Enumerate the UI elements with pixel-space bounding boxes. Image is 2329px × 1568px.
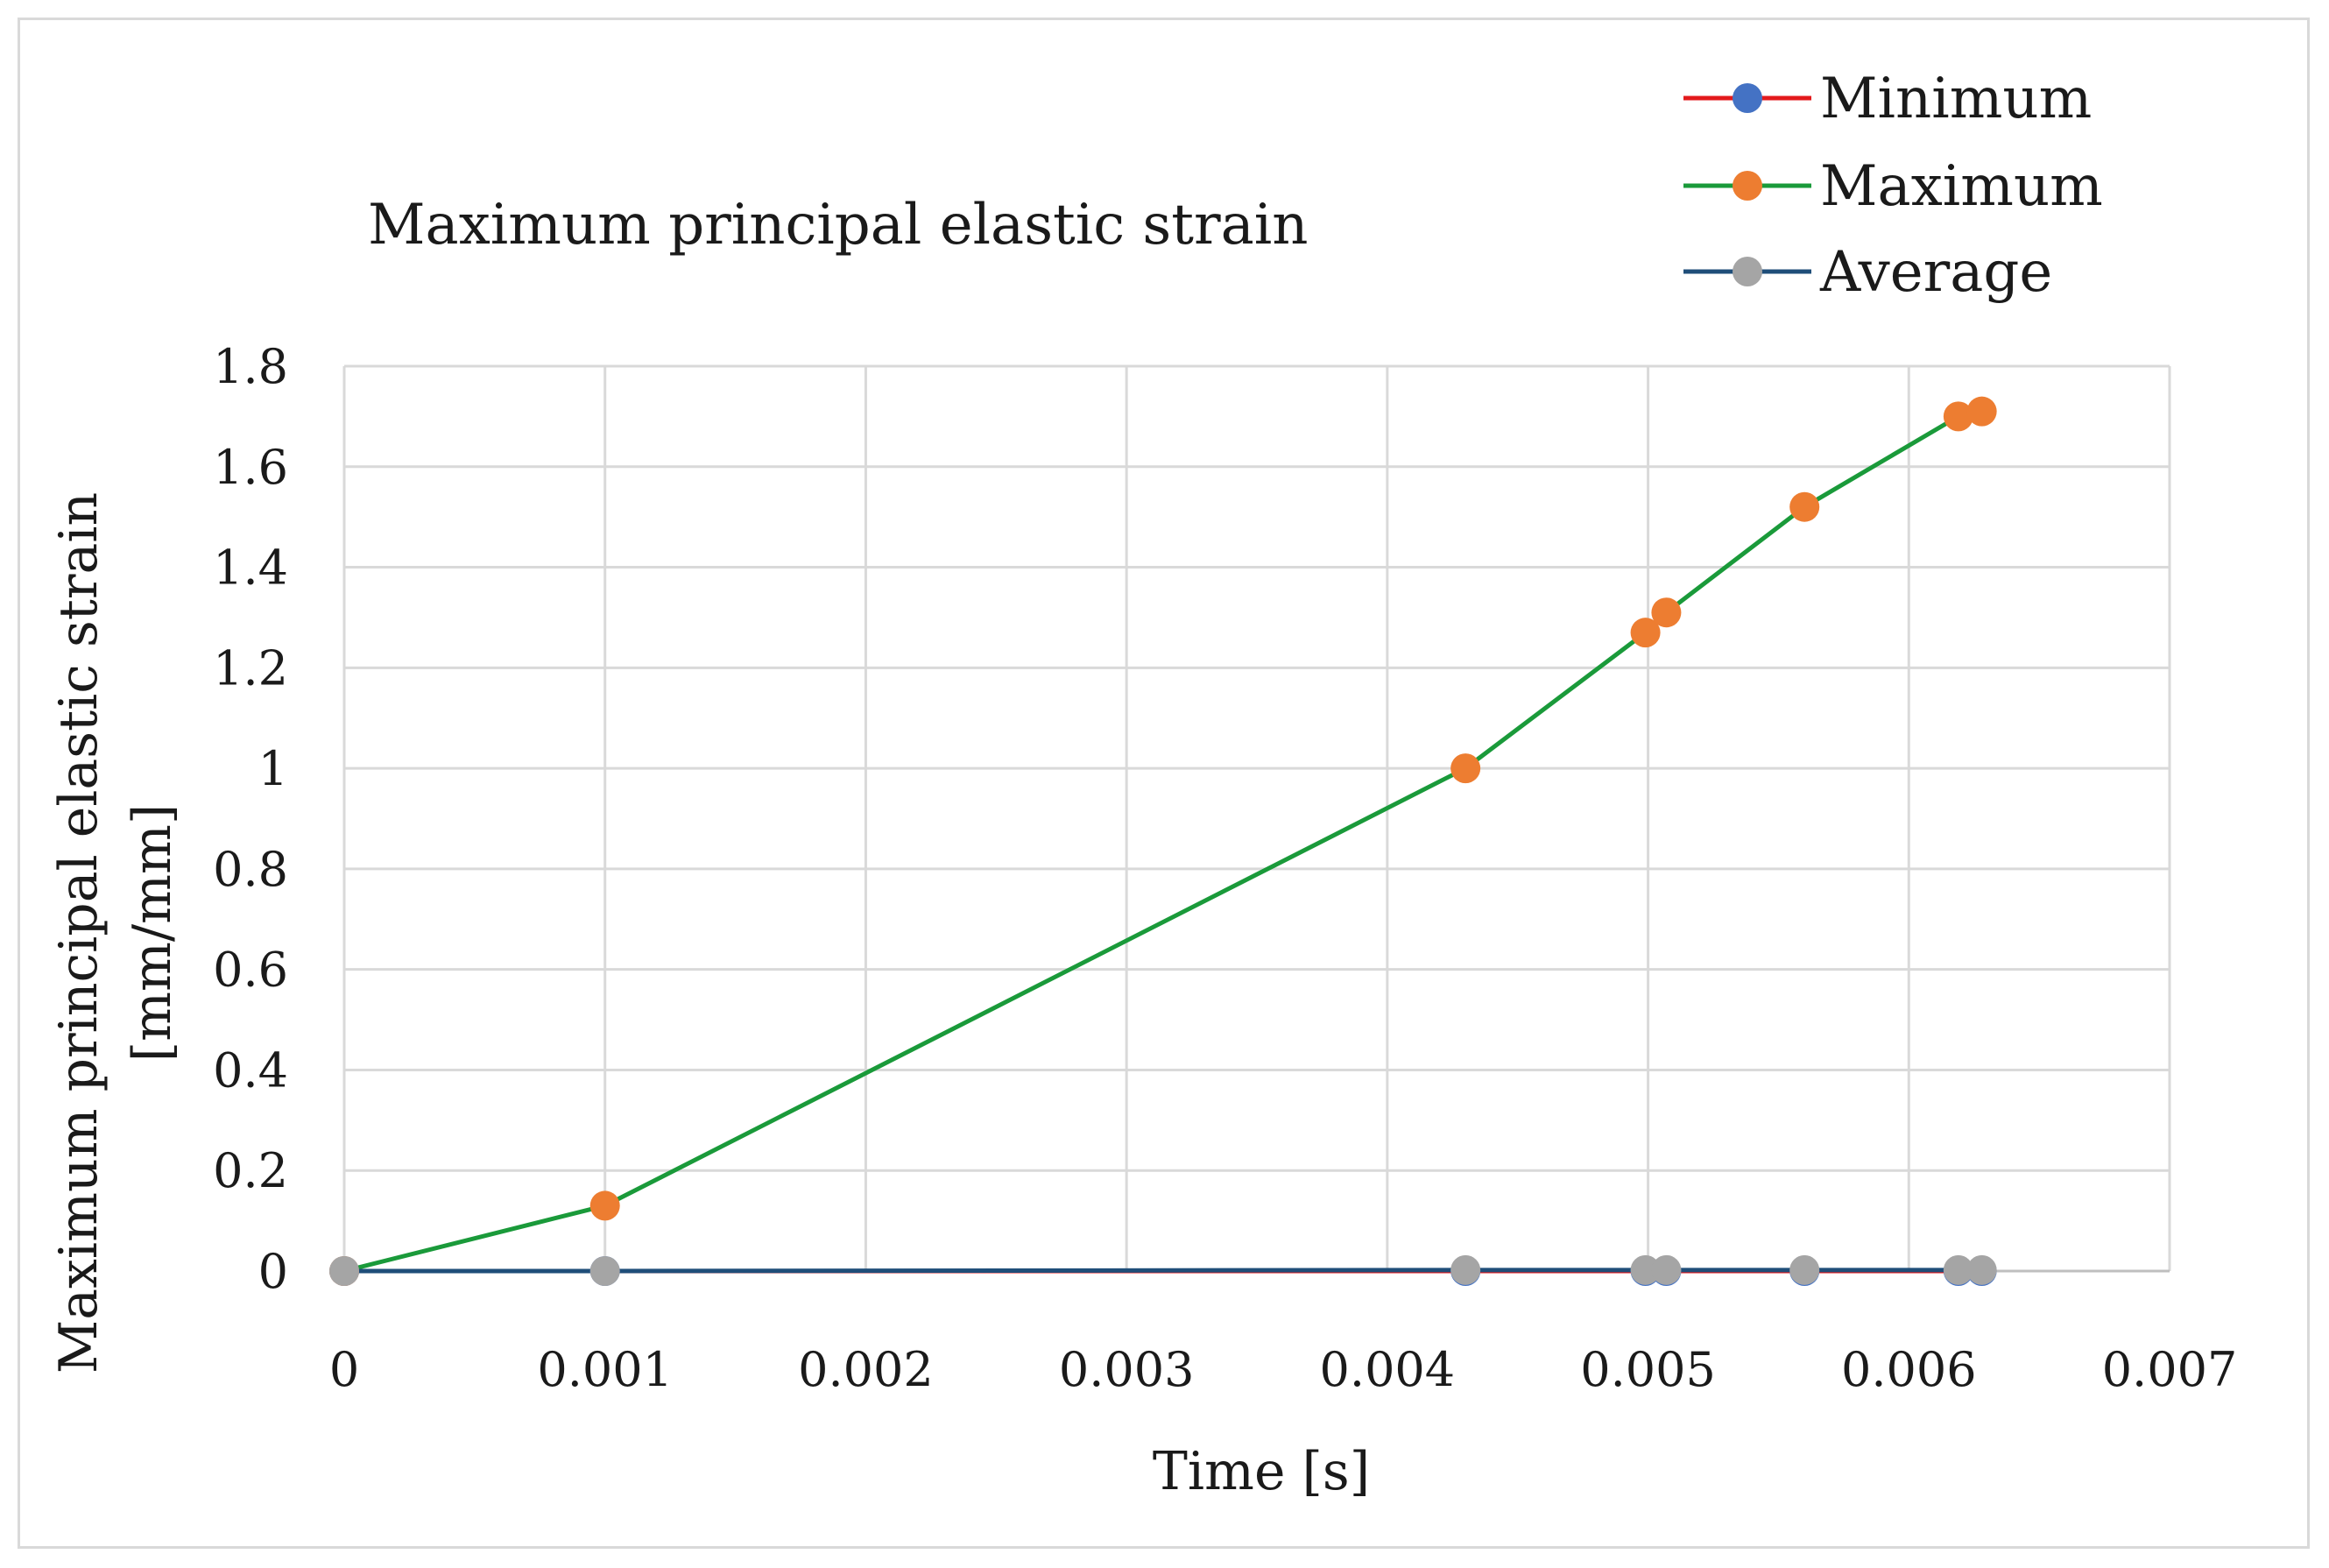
legend-label-minimum: Minimum bbox=[1820, 67, 2092, 131]
y-tick-label: 1 bbox=[258, 741, 288, 796]
y-tick-label: 0.2 bbox=[213, 1143, 288, 1198]
y-axis-title: Maximum principal elastic strain [mm/mm] bbox=[48, 492, 183, 1374]
x-tick-label: 0.006 bbox=[1841, 1342, 1977, 1397]
x-axis-title: Time [s] bbox=[1153, 1441, 1370, 1502]
legend-entry-average: Average bbox=[1683, 240, 2052, 305]
data-point-maximum bbox=[1943, 401, 1973, 432]
data-point-maximum bbox=[1789, 491, 1820, 522]
chart-frame bbox=[18, 18, 2310, 1549]
data-point-average bbox=[329, 1256, 359, 1286]
x-tick-label: 0.007 bbox=[2102, 1342, 2238, 1397]
data-point-average bbox=[1630, 1254, 1661, 1285]
data-point-maximum bbox=[589, 1190, 620, 1221]
data-point-maximum bbox=[1651, 597, 1682, 628]
y-tick-label: 1.6 bbox=[213, 440, 288, 495]
y-axis-title-line-1: Maximum principal elastic strain bbox=[48, 492, 109, 1374]
x-tick-label: 0.002 bbox=[798, 1342, 934, 1397]
x-tick-label: 0.001 bbox=[537, 1342, 673, 1397]
data-point-average bbox=[589, 1256, 620, 1286]
x-tick-label: 0.005 bbox=[1580, 1342, 1716, 1397]
data-point-average bbox=[1450, 1254, 1481, 1285]
series-line-maximum bbox=[343, 409, 1983, 1274]
data-point-average bbox=[1789, 1254, 1820, 1285]
y-tick-label: 1.8 bbox=[213, 339, 288, 394]
tick-labels: 0 0.2 0.4 0.6 0.8 1 1.2 1.4 1.6 1.8 0 0.001 0.002 0.0… bbox=[213, 339, 2237, 1397]
legend: Minimum Maximum Average bbox=[1683, 67, 2103, 305]
y-tick-label: 1.2 bbox=[213, 640, 288, 696]
data-point-average bbox=[1943, 1254, 1973, 1285]
data-point-maximum bbox=[1450, 753, 1481, 784]
series-line-average bbox=[344, 1268, 1982, 1274]
chart-title: Maximum principal elastic strain bbox=[368, 193, 1308, 258]
x-tick-label: 0.003 bbox=[1059, 1342, 1195, 1397]
legend-label-maximum: Maximum bbox=[1820, 154, 2103, 219]
legend-entry-maximum: Maximum bbox=[1683, 154, 2103, 219]
legend-marker-maximum bbox=[1733, 171, 1762, 201]
y-tick-label: 0.6 bbox=[213, 943, 288, 998]
y-tick-label: 0 bbox=[258, 1244, 288, 1299]
data-point-average bbox=[1651, 1254, 1682, 1285]
y-axis-title-line-2: [mm/mm] bbox=[122, 804, 183, 1063]
x-tick-label: 0.004 bbox=[1320, 1342, 1456, 1397]
x-tick-label: 0 bbox=[329, 1342, 359, 1397]
y-tick-label: 0.8 bbox=[213, 842, 288, 897]
legend-label-average: Average bbox=[1819, 240, 2052, 305]
legend-marker-average bbox=[1733, 257, 1762, 286]
data-point-maximum bbox=[1966, 396, 1997, 427]
y-tick-label: 0.4 bbox=[213, 1042, 288, 1098]
data-point-maximum bbox=[1630, 618, 1661, 648]
data-point-average bbox=[1966, 1254, 1997, 1285]
legend-marker-minimum bbox=[1733, 83, 1762, 113]
legend-entry-minimum: Minimum bbox=[1683, 67, 2092, 131]
series-layer bbox=[329, 396, 1997, 1286]
y-tick-label: 1.4 bbox=[213, 540, 288, 596]
grid-layer bbox=[344, 364, 2171, 1273]
axes-layer bbox=[342, 366, 2170, 1273]
